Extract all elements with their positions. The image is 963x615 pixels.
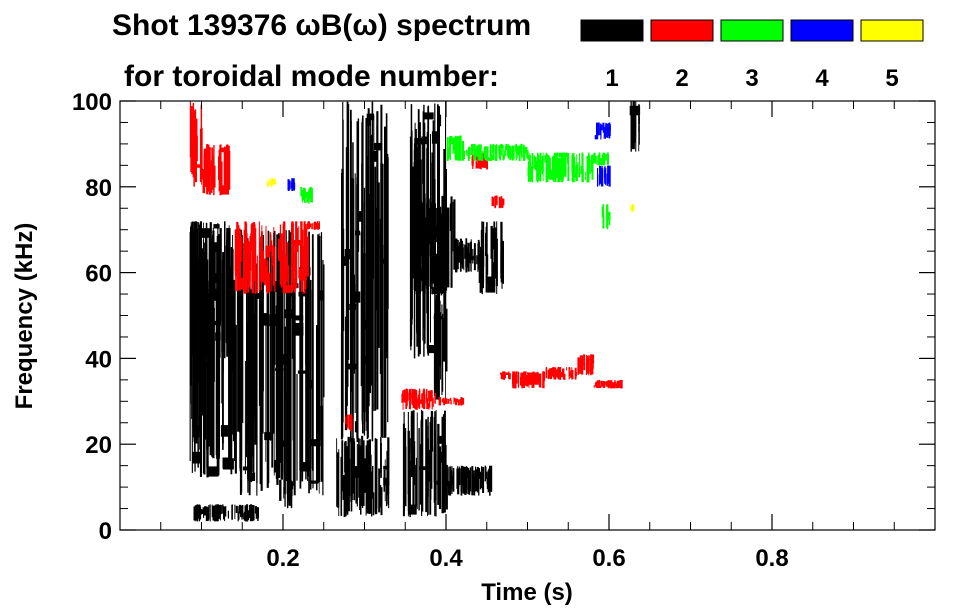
legend-label-mode-4: 4 [815, 65, 829, 92]
spectrum-region-mode-3 [601, 204, 611, 230]
spectrum-region-mode-1 [193, 504, 259, 522]
spectrum-region-mode-1 [402, 409, 448, 518]
spectrum-region-mode-1 [340, 101, 389, 443]
legend-swatch-mode-3 [720, 19, 784, 42]
spectrum-region-mode-2 [500, 371, 511, 380]
x-tick-label: 0.6 [592, 545, 625, 572]
spectrum-region-mode-3 [593, 152, 609, 166]
legend-label-mode-5: 5 [885, 65, 898, 92]
spectrum-region-mode-2 [491, 195, 505, 209]
legend-swatch-mode-4 [790, 19, 854, 42]
spectrum-region-mode-3 [527, 152, 594, 183]
y-tick-label: 100 [72, 89, 112, 116]
spectrum-region-mode-2 [401, 388, 436, 410]
spectrum-region-mode-1 [478, 221, 504, 295]
spectrum-region-mode-2 [345, 414, 353, 432]
spectrum-region-mode-5 [266, 178, 277, 187]
y-axis-label: Frequency (kHz) [11, 223, 38, 410]
spectrum-region-mode-3 [300, 186, 313, 204]
x-tick-label: 0.2 [266, 545, 299, 572]
x-tick-label: 0.8 [755, 545, 788, 572]
spectrum-region-mode-2 [545, 367, 577, 380]
y-tick-label: 40 [85, 346, 112, 373]
spectrum-region-mode-1 [446, 465, 493, 496]
legend-label-mode-1: 1 [605, 65, 618, 92]
legend-swatch-mode-1 [580, 19, 644, 42]
spectrum-region-mode-2 [577, 354, 595, 376]
legend-label-mode-3: 3 [745, 65, 758, 92]
spectrum-region-mode-2 [438, 397, 465, 406]
spectrum-region-mode-1 [336, 435, 390, 518]
spectrum-region-mode-1 [413, 195, 456, 294]
spectrum-region-mode-2 [234, 221, 309, 294]
spectrum-region-mode-1 [189, 221, 240, 478]
legend: 1 2 3 4 5 [580, 19, 924, 92]
plot-area [189, 101, 641, 522]
spectrum-region-mode-3 [446, 135, 465, 161]
axis-ticks: 0 20 40 60 80 100 0.2 0.4 0.6 0.8 [72, 89, 935, 572]
spectrum-region-mode-1 [629, 101, 641, 152]
y-tick-label: 80 [85, 175, 112, 202]
spectrum-region-mode-5 [630, 204, 635, 213]
legend-swatch-mode-5 [860, 19, 924, 42]
chart-title: Shot 139376 ωB(ω) spectrum [112, 9, 531, 42]
y-tick-label: 20 [85, 432, 112, 459]
x-axis-label: Time (s) [481, 579, 573, 606]
spectrum-region-mode-4 [597, 165, 611, 187]
spectrum-region-mode-2 [512, 371, 546, 389]
legend-swatch-mode-2 [650, 19, 714, 42]
spectrum-region-mode-1 [433, 294, 448, 401]
y-tick-label: 60 [85, 261, 112, 288]
y-tick-label: 0 [99, 518, 112, 545]
legend-label-mode-2: 2 [675, 65, 688, 92]
spectrum-region-mode-1 [279, 479, 294, 509]
spectrum-region-mode-4 [594, 122, 611, 140]
spectrum-region-mode-1 [455, 238, 480, 273]
spectrum-region-mode-2 [303, 221, 320, 230]
spectrum-region-mode-3 [462, 143, 530, 162]
spectrum-region-mode-2 [202, 144, 231, 196]
chart-subtitle: for toroidal mode number: [124, 60, 499, 93]
spectrum-region-mode-2 [189, 101, 203, 187]
spectrum-region-mode-4 [287, 178, 296, 191]
spectrum-region-mode-1 [238, 229, 325, 496]
x-tick-label: 0.4 [429, 545, 463, 572]
spectrum-region-mode-2 [593, 379, 623, 389]
